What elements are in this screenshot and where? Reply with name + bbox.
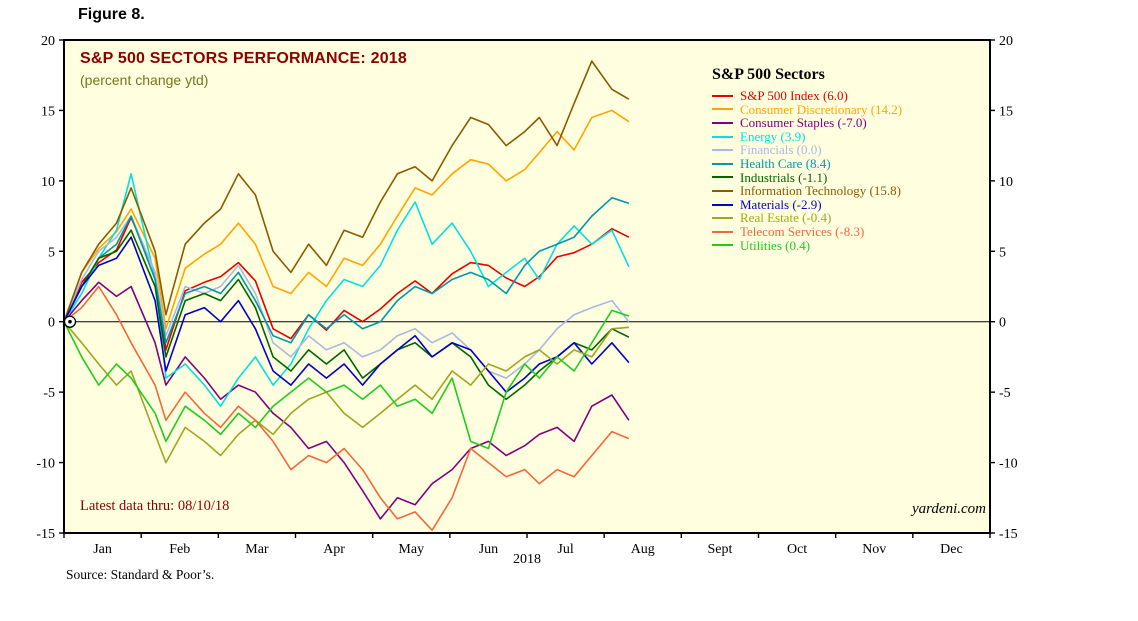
legend-item-utilities: Utilities (0.4) bbox=[712, 237, 902, 253]
legend-label-financials: Financials (0.0) bbox=[740, 142, 822, 158]
x-month-label: Nov bbox=[862, 542, 886, 557]
legend-label-industrials: Industrials (-1.1) bbox=[740, 169, 828, 185]
y-tick-label-left: -5 bbox=[43, 386, 55, 401]
watermark-yardeni: yardeni.com bbox=[911, 501, 986, 517]
legend-label-real-estate: Real Estate (-0.4) bbox=[740, 210, 832, 226]
x-month-label: Aug bbox=[631, 542, 655, 557]
series-line-financials bbox=[63, 215, 630, 379]
legend-label-health-care: Health Care (8.4) bbox=[740, 155, 831, 171]
legend-label-consumer-discretionary: Consumer Discretionary (14.2) bbox=[740, 101, 903, 117]
legend-title: S&P 500 Sectors bbox=[712, 66, 825, 83]
y-tick-label-right: 10 bbox=[999, 175, 1013, 190]
y-tick-label-right: -5 bbox=[999, 386, 1011, 401]
legend-swatch-consumer-discretionary bbox=[712, 108, 733, 111]
legend-label-utilities: Utilities (0.4) bbox=[740, 237, 811, 253]
latest-data-note: Latest data thru: 08/10/18 bbox=[80, 498, 230, 514]
y-tick-label-right: -15 bbox=[999, 527, 1018, 542]
legend-label-information-technology: Information Technology (15.8) bbox=[740, 183, 901, 199]
x-month-label: Dec bbox=[940, 542, 963, 557]
y-tick-label-left: 15 bbox=[41, 104, 55, 119]
x-month-label: Mar bbox=[245, 542, 269, 557]
series-line-real-estate bbox=[63, 321, 629, 464]
legend-item-materials: Materials (-2.9) bbox=[712, 198, 902, 212]
legend-item-information-technology: Information Technology (15.8) bbox=[712, 184, 902, 198]
series-line-telecom-services bbox=[63, 285, 630, 532]
legend-item-consumer-staples: Consumer Staples (-7.0) bbox=[712, 116, 902, 130]
legend-swatch-materials bbox=[712, 203, 733, 206]
legend-swatch-industrials bbox=[712, 176, 733, 179]
y-tick-label-left: -15 bbox=[36, 527, 55, 542]
series-line-information-technology bbox=[63, 60, 630, 322]
chart-title: S&P 500 SECTORS PERFORMANCE: 2018 bbox=[80, 50, 407, 67]
legend-swatch-real-estate bbox=[712, 217, 733, 220]
series-line-health-care bbox=[63, 197, 630, 344]
legend-item-health-care: Health Care (8.4) bbox=[712, 157, 902, 171]
legend-label-energy: Energy (3.9) bbox=[740, 128, 806, 144]
legend-label-telecom-services: Telecom Services (-8.3) bbox=[740, 223, 865, 239]
y-tick-label-left: 0 bbox=[48, 316, 55, 331]
y-tick-label-left: 10 bbox=[41, 175, 55, 190]
chart-subtitle: (percent change ytd) bbox=[80, 72, 209, 88]
series-line-materials bbox=[63, 236, 630, 393]
y-tick-label-left: 20 bbox=[41, 34, 55, 49]
legend-item-financials: Financials (0.0) bbox=[712, 143, 902, 157]
y-tick-label-left: 5 bbox=[48, 245, 55, 260]
x-axis-year-label: 2018 bbox=[513, 552, 541, 567]
x-month-label: Jun bbox=[479, 542, 498, 557]
legend-item-telecom-services: Telecom Services (-8.3) bbox=[712, 225, 902, 239]
legend-item-industrials: Industrials (-1.1) bbox=[712, 169, 902, 185]
y-tick-label-right: 5 bbox=[999, 245, 1006, 260]
legend-item-consumer-discretionary: Consumer Discretionary (14.2) bbox=[712, 101, 903, 117]
legend-swatch-financials bbox=[712, 149, 733, 152]
legend-item-sp500-index: S&P 500 Index (6.0) bbox=[712, 89, 902, 103]
y-tick-label-right: 15 bbox=[999, 104, 1013, 119]
legend-swatch-sp500-index bbox=[712, 94, 733, 97]
x-month-label: Oct bbox=[787, 542, 807, 557]
series-line-consumer-discretionary bbox=[63, 109, 630, 330]
y-tick-label-right: -10 bbox=[999, 457, 1018, 472]
legend-label-consumer-staples: Consumer Staples (-7.0) bbox=[740, 115, 867, 131]
legend-item-real-estate: Real Estate (-0.4) bbox=[712, 211, 902, 225]
series-line-consumer-staples bbox=[63, 281, 630, 520]
source-attribution: Source: Standard & Poor’s. bbox=[66, 567, 215, 582]
x-month-label: Feb bbox=[169, 542, 190, 557]
legend-swatch-consumer-staples bbox=[712, 121, 733, 124]
x-month-label: Jul bbox=[557, 542, 573, 557]
legend-item-energy: Energy (3.9) bbox=[712, 130, 902, 144]
series-line-industrials bbox=[63, 229, 630, 401]
y-tick-label-right: 20 bbox=[999, 34, 1013, 49]
y-tick-label-right: 0 bbox=[999, 316, 1006, 331]
series-line-utilities bbox=[63, 309, 630, 450]
legend-swatch-health-care bbox=[712, 162, 733, 165]
legend-label-sp500-index: S&P 500 Index (6.0) bbox=[740, 88, 848, 103]
x-month-label: Jan bbox=[93, 542, 112, 557]
legend-swatch-telecom-services bbox=[712, 230, 733, 233]
legend: S&P 500 Sectors S&P 500 Index (6.0) Consu… bbox=[712, 66, 902, 252]
legend-swatch-energy bbox=[712, 135, 733, 138]
x-month-label: Sept bbox=[707, 542, 732, 557]
figure-number-label: Figure 8. bbox=[78, 6, 145, 23]
legend-label-materials: Materials (-2.9) bbox=[740, 196, 822, 212]
legend-swatch-utilities bbox=[712, 244, 733, 247]
origin-marker-dot bbox=[68, 319, 72, 324]
legend-swatch-information-technology bbox=[712, 189, 733, 192]
x-month-label: May bbox=[398, 542, 424, 557]
plot-background bbox=[64, 40, 990, 533]
x-month-label: Apr bbox=[323, 542, 345, 557]
y-tick-label-left: -10 bbox=[36, 457, 55, 472]
legend-entries: S&P 500 Index (6.0) Consumer Discretionar… bbox=[712, 89, 902, 252]
